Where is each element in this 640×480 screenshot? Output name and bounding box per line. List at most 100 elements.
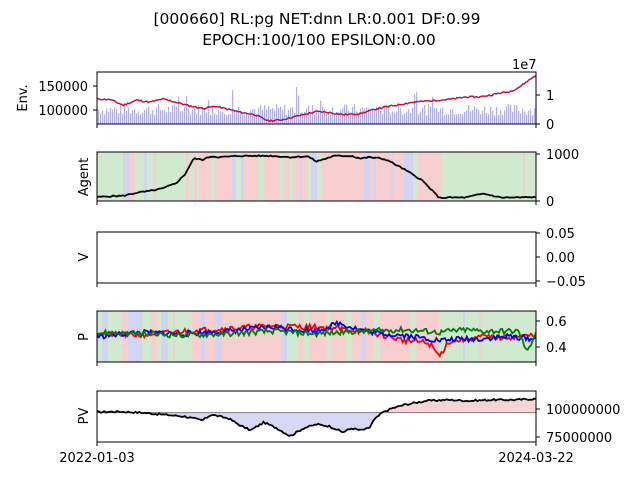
volume-bar: [330, 114, 332, 124]
background-action-stripe: [267, 311, 273, 362]
volume-bar: [388, 105, 390, 124]
figure-title-line1: [000660] RL:pg NET:dnn LR:0.001 DF:0.99: [153, 10, 480, 28]
background-action-stripe: [142, 152, 144, 201]
volume-bar: [384, 104, 386, 124]
volume-bar: [290, 107, 292, 124]
background-action-stripe: [278, 311, 282, 362]
background-action-stripe: [231, 311, 237, 362]
volume-bar: [244, 114, 246, 124]
background-action-stripe: [266, 152, 271, 201]
volume-bar: [404, 113, 406, 124]
background-action-stripe: [439, 311, 441, 362]
volume-bar: [500, 110, 502, 124]
volume-bar: [468, 105, 470, 124]
background-action-stripe: [192, 311, 196, 362]
volume-bar: [196, 113, 198, 124]
volume-bar: [470, 111, 472, 124]
background-action-stripe: [432, 311, 439, 362]
volume-bar: [154, 114, 156, 124]
volume-bar: [256, 113, 258, 124]
background-action-stripe: [199, 152, 205, 201]
agent-right-tick-label: 0: [546, 195, 554, 210]
volume-bar: [462, 114, 464, 124]
background-action-stripe: [304, 311, 309, 362]
background-action-stripe: [399, 311, 406, 362]
volume-bar: [220, 111, 222, 124]
volume-bar: [222, 111, 224, 124]
volume-bar: [284, 105, 286, 124]
volume-bar: [292, 107, 294, 124]
background-action-stripe: [280, 152, 283, 201]
background-action-stripe: [380, 311, 383, 362]
volume-bar: [534, 108, 536, 124]
volume-bar: [296, 87, 298, 124]
volume-bar: [138, 111, 140, 124]
volume-bar: [530, 109, 532, 124]
volume-bar: [352, 106, 354, 124]
volume-bar: [254, 109, 256, 124]
volume-bar: [484, 106, 486, 124]
prob-line-green: [96, 324, 537, 352]
background-action-stripe: [135, 152, 142, 201]
background-action-stripe: [376, 152, 379, 201]
volume-bar: [374, 110, 376, 124]
volume-bar: [210, 115, 212, 124]
volume-bar: [120, 104, 122, 124]
volume-bar: [414, 94, 416, 124]
volume-bar: [260, 104, 262, 124]
volume-bar: [518, 110, 520, 124]
volume-bar: [144, 109, 146, 124]
v-right-tick-label: 0.05: [546, 227, 575, 242]
background-action-stripe: [227, 311, 231, 362]
background-action-stripe: [352, 311, 356, 362]
volume-bar: [238, 107, 240, 124]
background-action-stripe: [255, 311, 257, 362]
volume-bar: [226, 115, 228, 124]
background-action-stripe: [249, 152, 252, 201]
volume-bar: [406, 111, 408, 124]
background-action-stripe: [112, 152, 119, 201]
volume-bar: [204, 107, 206, 124]
volume-bar: [446, 113, 448, 124]
background-action-stripe: [100, 152, 107, 201]
background-action-stripe: [364, 152, 370, 201]
background-action-stripe: [386, 311, 393, 362]
background-action-stripe: [153, 152, 156, 201]
volume-bar: [428, 103, 430, 124]
volume-bar: [402, 114, 404, 124]
background-action-stripe: [205, 152, 212, 201]
background-action-stripe: [383, 311, 386, 362]
background-action-stripe: [336, 152, 339, 201]
env-right-tick-label: 0: [546, 118, 554, 133]
volume-bar: [520, 113, 522, 124]
volume-bar: [184, 106, 186, 124]
background-action-stripe: [449, 152, 453, 201]
background-action-stripe: [439, 152, 441, 201]
background-action-stripe: [404, 152, 410, 201]
volume-bar: [208, 100, 210, 124]
volume-bar: [392, 111, 394, 124]
env-axes-frame: [96, 71, 537, 125]
figure-title-line2: EPOCH:100/100 EPSILON:0.00: [202, 31, 436, 49]
background-action-stripe: [316, 311, 320, 362]
volume-bar: [338, 112, 340, 124]
volume-bar: [122, 113, 124, 124]
background-action-stripe: [362, 311, 366, 362]
volume-bar: [422, 107, 424, 124]
volume-bar: [142, 112, 144, 124]
background-action-stripe: [513, 152, 517, 201]
background-action-stripe: [457, 152, 463, 201]
volume-bar: [118, 113, 120, 124]
background-action-stripe: [228, 152, 232, 201]
volume-bar: [106, 108, 108, 124]
volume-bar: [304, 111, 306, 124]
volume-bar: [324, 108, 326, 124]
env-right-scale-label: 1e7: [512, 58, 537, 73]
p-panel: P 0.6 0.4: [77, 310, 567, 363]
volume-bar: [102, 110, 104, 124]
volume-bar: [158, 104, 160, 124]
volume-bar: [174, 104, 176, 124]
volume-bar: [242, 114, 244, 124]
volume-bar: [186, 96, 188, 124]
volume-bar: [146, 108, 148, 124]
